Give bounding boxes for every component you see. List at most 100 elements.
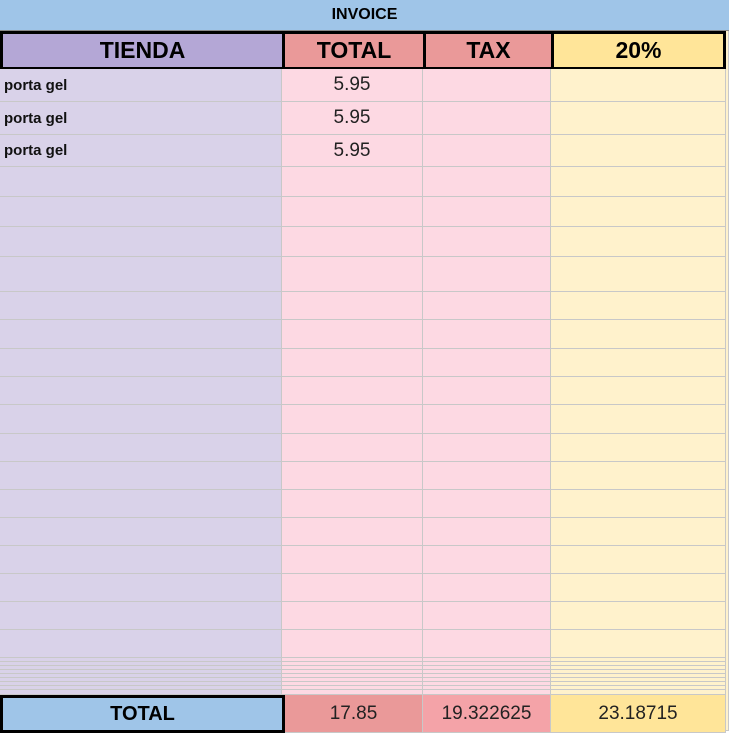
empty-cell xyxy=(423,377,551,405)
empty-cell xyxy=(423,670,551,674)
empty-cell xyxy=(282,377,423,405)
empty-cell xyxy=(282,674,423,678)
empty-cell xyxy=(551,686,726,690)
empty-cell xyxy=(423,405,551,434)
empty-cell xyxy=(551,666,726,670)
empty-cell xyxy=(423,658,551,662)
empty-cell xyxy=(282,546,423,574)
empty-cell xyxy=(423,666,551,670)
column-header: 20% xyxy=(551,31,726,70)
empty-cell xyxy=(282,682,423,686)
empty-cell xyxy=(282,658,423,662)
empty-cell xyxy=(423,602,551,630)
empty-cell xyxy=(423,574,551,602)
empty-cell xyxy=(282,574,423,602)
empty-cell xyxy=(423,257,551,292)
empty-cell xyxy=(282,434,423,462)
empty-cell xyxy=(551,674,726,678)
empty-cell xyxy=(282,690,423,695)
empty-cell xyxy=(423,662,551,666)
empty-cell xyxy=(0,670,282,674)
total-value: 19.322625 xyxy=(423,695,551,733)
empty-cell xyxy=(0,662,282,666)
empty-cell xyxy=(551,320,726,349)
empty-cell xyxy=(423,135,551,167)
empty-cell xyxy=(0,574,282,602)
empty-cell xyxy=(0,197,282,227)
empty-cell xyxy=(551,377,726,405)
empty-cell xyxy=(551,518,726,546)
invoice-title: INVOICE xyxy=(331,6,398,23)
empty-cell xyxy=(0,682,282,686)
empty-cell xyxy=(282,490,423,518)
empty-cell xyxy=(551,292,726,320)
empty-cell xyxy=(0,227,282,257)
empty-cell xyxy=(423,167,551,197)
empty-cell xyxy=(282,197,423,227)
total-label: TOTAL xyxy=(0,695,285,733)
amount-cell: 5.95 xyxy=(282,102,423,135)
amount-cell: 5.95 xyxy=(282,69,423,102)
empty-cell xyxy=(551,690,726,695)
empty-cell xyxy=(282,405,423,434)
empty-cell xyxy=(423,349,551,377)
empty-cell xyxy=(0,602,282,630)
empty-cell xyxy=(0,686,282,690)
empty-cell xyxy=(0,167,282,197)
empty-cell xyxy=(551,197,726,227)
empty-cell xyxy=(551,682,726,686)
empty-cell xyxy=(551,678,726,682)
empty-cell xyxy=(282,257,423,292)
amount-cell: 5.95 xyxy=(282,135,423,167)
empty-cell xyxy=(282,670,423,674)
empty-cell xyxy=(551,658,726,662)
empty-cell xyxy=(551,257,726,292)
empty-cell xyxy=(423,630,551,658)
empty-cell xyxy=(0,405,282,434)
empty-cell xyxy=(423,434,551,462)
empty-cell xyxy=(282,666,423,670)
empty-cell xyxy=(551,167,726,197)
empty-cell xyxy=(551,349,726,377)
empty-cell xyxy=(0,518,282,546)
empty-cell xyxy=(282,662,423,666)
empty-cell xyxy=(282,320,423,349)
empty-cell xyxy=(551,227,726,257)
empty-cell xyxy=(423,690,551,695)
empty-cell xyxy=(0,666,282,670)
empty-cell xyxy=(423,686,551,690)
title-band: INVOICE xyxy=(0,0,729,31)
empty-cell xyxy=(423,678,551,682)
column-header: TIENDA xyxy=(0,31,285,70)
store-cell: porta gel xyxy=(0,102,282,135)
empty-cell xyxy=(0,257,282,292)
column-header: TAX xyxy=(423,31,554,70)
empty-cell xyxy=(0,546,282,574)
empty-cell xyxy=(282,630,423,658)
empty-cell xyxy=(0,674,282,678)
empty-cell xyxy=(551,662,726,666)
empty-cell xyxy=(423,102,551,135)
empty-cell xyxy=(551,102,726,135)
empty-cell xyxy=(423,546,551,574)
empty-cell xyxy=(423,518,551,546)
empty-cell xyxy=(282,167,423,197)
store-cell: porta gel xyxy=(0,69,282,102)
store-cell: porta gel xyxy=(0,135,282,167)
empty-cell xyxy=(0,630,282,658)
empty-cell xyxy=(551,574,726,602)
empty-cell xyxy=(0,377,282,405)
empty-cell xyxy=(0,320,282,349)
empty-cell xyxy=(551,135,726,167)
empty-cell xyxy=(0,434,282,462)
empty-cell xyxy=(282,602,423,630)
empty-cell xyxy=(282,686,423,690)
empty-cell xyxy=(423,490,551,518)
empty-cell xyxy=(551,405,726,434)
empty-cell xyxy=(282,678,423,682)
total-value: 17.85 xyxy=(285,695,423,733)
empty-cell xyxy=(0,462,282,490)
empty-cell xyxy=(551,630,726,658)
empty-cell xyxy=(423,227,551,257)
